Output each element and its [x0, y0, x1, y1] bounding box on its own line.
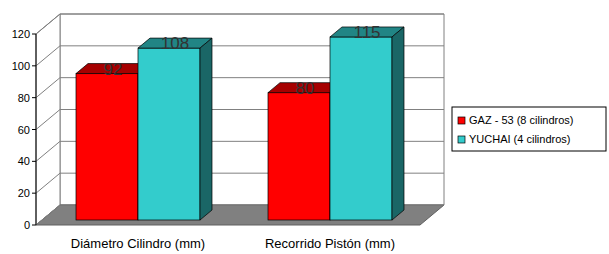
legend-swatch — [458, 117, 465, 124]
data-label: 80 — [296, 79, 315, 98]
data-label: 108 — [161, 34, 189, 53]
chart: 0 20 40 60 80 100 120 Diámetro Cilindro (mm) Rec… — [0, 0, 609, 254]
y-axis — [36, 34, 37, 225]
tick-label: 120 — [12, 28, 30, 40]
tick-label: 80 — [18, 92, 30, 104]
bars — [76, 27, 404, 220]
data-label: 92 — [104, 60, 123, 79]
legend: GAZ - 53 (8 cilindros) YUCHAI (4 cilindro… — [452, 107, 606, 151]
tick-label: 60 — [18, 124, 30, 136]
legend-swatch — [458, 136, 465, 143]
tick-mark — [32, 65, 36, 66]
tick-label: 0 — [24, 219, 30, 231]
tick-mark — [32, 225, 36, 226]
legend-box — [452, 107, 606, 151]
bar-side — [200, 38, 212, 220]
legend-label: YUCHAI (4 cilindros) — [469, 133, 570, 145]
bar — [138, 38, 212, 220]
bar — [330, 27, 404, 220]
tick-mark — [32, 97, 36, 98]
tick-mark — [32, 129, 36, 130]
tick-mark — [32, 34, 36, 35]
tick-label: 40 — [18, 155, 30, 167]
bar-side — [392, 27, 404, 220]
legend-label: GAZ - 53 (8 cilindros) — [469, 114, 574, 126]
category-label: Recorrido Pistón (mm) — [265, 236, 395, 251]
tick-mark — [32, 161, 36, 162]
bar-front — [330, 37, 392, 220]
data-label: 115 — [353, 23, 380, 42]
category-label: Diámetro Cilindro (mm) — [71, 236, 205, 251]
bar-front — [268, 93, 330, 220]
bar-front — [138, 48, 200, 220]
tick-label: 100 — [12, 60, 30, 72]
tick-label: 20 — [18, 187, 30, 199]
bar-front — [76, 74, 138, 220]
tick-mark — [32, 193, 36, 194]
